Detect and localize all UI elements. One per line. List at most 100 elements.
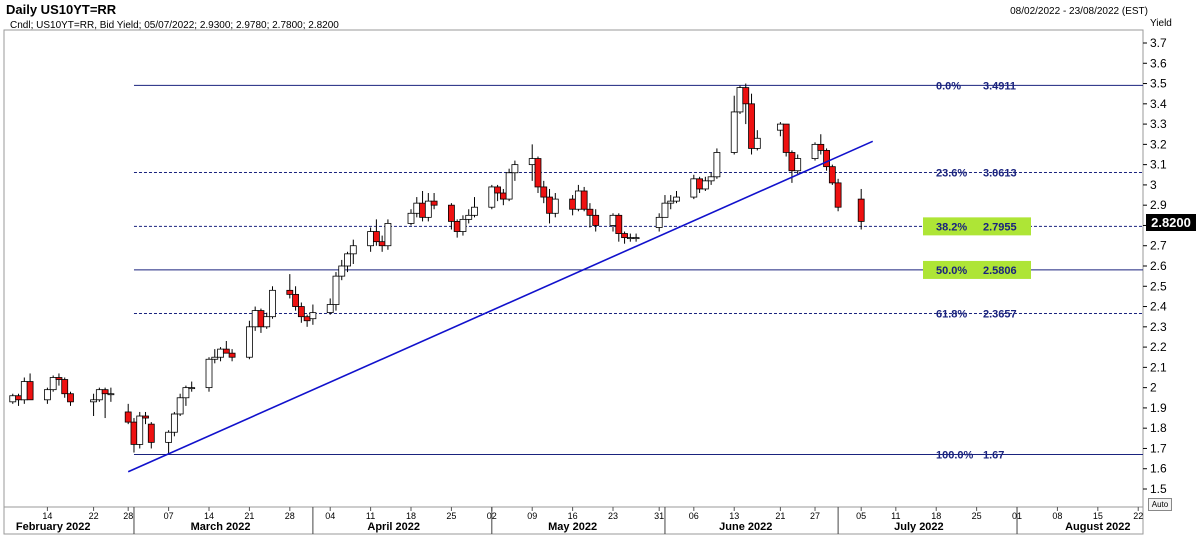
candle-down: [142, 415, 149, 419]
candle-down: [124, 411, 132, 423]
x-tick-label: 08: [1052, 511, 1062, 521]
fib-highlight-box: [923, 260, 1031, 279]
candle-down: [494, 186, 501, 194]
auto-scale-button[interactable]: Auto: [1148, 498, 1172, 511]
x-tick-label: 15: [1093, 511, 1103, 521]
y-tick-label: 2.2: [1150, 340, 1167, 354]
fib-value-label: 2.3657: [983, 308, 1017, 320]
y-tick-label: 1.8: [1150, 421, 1167, 435]
x-tick-label: 31: [654, 511, 664, 521]
fib-value-label: 1.67: [983, 450, 1004, 462]
candle-down: [297, 306, 305, 318]
x-tick-label: 25: [972, 511, 982, 521]
candle-down: [101, 389, 109, 395]
candle-up: [349, 245, 357, 255]
x-tick-label: 28: [123, 511, 133, 521]
y-tick-label: 2.1: [1150, 360, 1167, 374]
candle-down: [257, 310, 265, 328]
x-tick-label: 14: [42, 511, 52, 521]
candle-down: [292, 293, 299, 307]
x-month-label: February 2022: [16, 521, 91, 533]
candle-down: [147, 423, 155, 443]
candle-down: [782, 123, 790, 153]
candle-up: [251, 310, 259, 328]
candle-up: [326, 304, 334, 314]
y-tick-label: 1.6: [1150, 462, 1167, 476]
fib-value-label: 3.4911: [983, 80, 1016, 92]
x-tick-label: 28: [285, 511, 295, 521]
x-tick-label: 22: [89, 511, 99, 521]
candle-down: [621, 233, 628, 239]
candle-down: [857, 198, 865, 222]
candle-up: [90, 399, 97, 403]
candle-down: [499, 192, 507, 200]
x-tick-label: 27: [810, 511, 820, 521]
fib-percent-label: 0.0%: [936, 80, 961, 92]
candle-up: [407, 212, 415, 224]
x-month-label: June 2022: [719, 521, 772, 533]
x-tick-label: 22: [1133, 511, 1143, 521]
candle-down: [303, 316, 311, 322]
x-month-label: August 2022: [1065, 521, 1130, 533]
candle-up: [188, 387, 196, 390]
x-tick-label: 16: [568, 511, 578, 521]
candle-down: [419, 202, 426, 218]
fib-percent-label: 100.0%: [936, 450, 974, 462]
y-tick-label: 3.3: [1150, 117, 1167, 131]
candle-up: [707, 176, 715, 182]
candle-down: [55, 377, 63, 380]
candle-up: [338, 265, 346, 277]
candle-down: [222, 348, 230, 354]
x-axis-frame: [3, 506, 1144, 535]
x-tick-label: 05: [856, 511, 866, 521]
candle-up: [165, 431, 173, 443]
candle-down: [742, 87, 750, 105]
y-tick-label: 2.3: [1150, 320, 1167, 334]
candle-up: [384, 223, 392, 247]
candle-up: [344, 253, 351, 267]
fib-highlight-box: [923, 217, 1031, 236]
candle-up: [269, 289, 276, 318]
candle-up: [551, 198, 559, 214]
candle-up: [20, 381, 28, 401]
fib-percent-label: 38.2%: [936, 221, 967, 233]
fib-value-label: 3.0613: [983, 167, 1017, 179]
candle-down: [828, 166, 836, 184]
y-tick-label: 3: [1150, 178, 1157, 192]
candle-down: [546, 196, 553, 214]
candle-down: [834, 182, 842, 208]
date-range: 08/02/2022 - 23/08/2022 (EST): [1010, 6, 1148, 17]
candle-up: [217, 348, 224, 358]
y-tick-label: 2.7: [1150, 239, 1167, 253]
last-price-marker: 2.8200: [1146, 214, 1196, 231]
candle-down: [586, 208, 594, 216]
candle-down: [378, 241, 386, 247]
candle-up: [776, 123, 784, 131]
candle-down: [592, 214, 600, 226]
candle-up: [44, 389, 51, 401]
y-tick-label: 1.5: [1150, 482, 1167, 496]
candle-down: [15, 395, 22, 401]
candle-down: [228, 352, 236, 358]
candle-down: [817, 143, 825, 151]
chart-title: Daily US10YT=RR: [6, 2, 117, 17]
x-month-label: March 2022: [191, 521, 251, 533]
x-month-label: July 2022: [894, 521, 944, 533]
candle-down: [448, 204, 455, 222]
y-tick-label: 3.2: [1150, 137, 1167, 151]
candle-up: [246, 326, 253, 358]
candle-up: [667, 200, 675, 204]
candle-up: [49, 377, 57, 391]
candle-down: [130, 421, 138, 445]
fib-percent-label: 61.8%: [936, 308, 967, 320]
candle-down: [569, 198, 577, 210]
candle-down: [61, 379, 69, 395]
x-tick-label: 13: [729, 511, 739, 521]
candle-up: [170, 413, 178, 433]
candle-up: [609, 214, 617, 226]
candle-down: [286, 289, 294, 295]
candle-down: [615, 214, 623, 234]
candle-down: [67, 393, 74, 403]
y-tick-label: 2.9: [1150, 198, 1167, 212]
